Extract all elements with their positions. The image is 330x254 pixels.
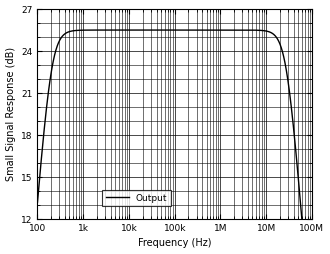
Legend: Output: Output — [102, 190, 171, 206]
Y-axis label: Small Signal Response (dB): Small Signal Response (dB) — [6, 47, 16, 181]
X-axis label: Frequency (Hz): Frequency (Hz) — [138, 239, 212, 248]
